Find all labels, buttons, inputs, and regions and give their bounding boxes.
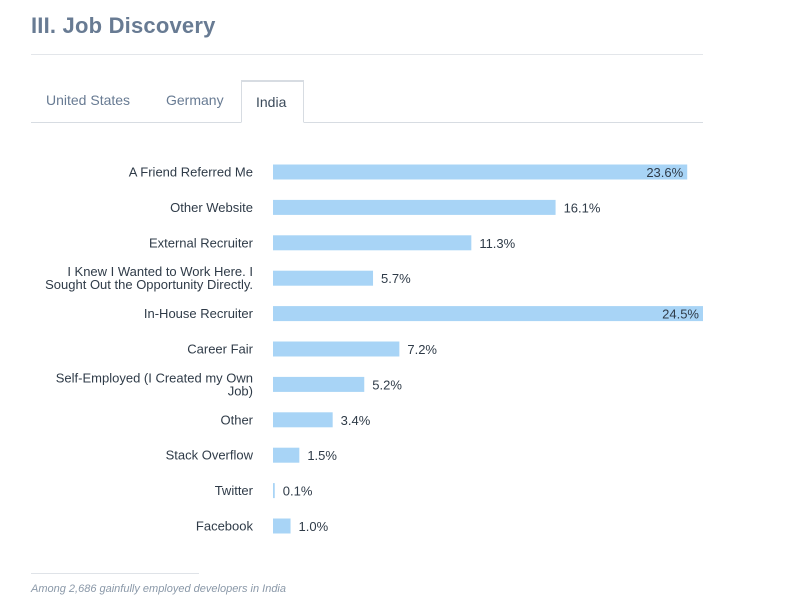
category-label-8: Stack Overflow — [166, 448, 254, 463]
tab-united-states[interactable]: United States — [46, 92, 131, 108]
value-label-1: 16.1% — [564, 200, 601, 215]
bar-1 — [273, 199, 556, 215]
value-label-4: 24.5% — [662, 307, 699, 322]
value-label-9: 0.1% — [283, 484, 313, 499]
bar-9 — [273, 483, 275, 499]
bar-3 — [273, 270, 374, 286]
bar-6 — [273, 376, 365, 392]
category-label-5: Career Fair — [187, 342, 253, 357]
country-tabs: United States Germany India — [31, 80, 703, 123]
bar-0 — [273, 164, 688, 180]
category-label-1: Other Website — [170, 200, 253, 215]
category-label-9: Twitter — [215, 483, 254, 498]
footnote: Among 2,686 gainfully employed developer… — [31, 583, 286, 595]
bar-5 — [273, 341, 400, 357]
value-label-10: 1.0% — [299, 519, 329, 534]
category-label-2: External Recruiter — [149, 235, 254, 250]
value-label-5: 7.2% — [407, 342, 437, 357]
category-label-0: A Friend Referred Me — [129, 165, 253, 180]
category-label-4: In-House Recruiter — [144, 306, 254, 321]
value-label-6: 5.2% — [372, 377, 402, 392]
value-label-8: 1.5% — [307, 448, 337, 463]
tab-germany[interactable]: Germany — [166, 92, 224, 108]
page-title: III. Job Discovery — [31, 13, 216, 38]
category-label-6: Self-Employed (I Created my Own Job) — [56, 370, 253, 398]
category-label-10: Facebook — [196, 519, 254, 534]
title-divider — [31, 54, 703, 55]
bar-10 — [273, 518, 291, 534]
bar-8 — [273, 447, 300, 463]
value-label-0: 23.6% — [646, 165, 683, 180]
bar-7 — [273, 412, 333, 428]
tab-india[interactable]: India — [241, 80, 304, 123]
value-label-3: 5.7% — [381, 271, 411, 286]
value-label-2: 11.3% — [479, 236, 515, 251]
category-label-3: I Knew I Wanted to Work Here. I Sought Ou… — [45, 264, 253, 292]
job-discovery-bar-chart: A Friend Referred Me 23.6% Other Website 16… — [45, 164, 703, 534]
bar-4 — [273, 306, 703, 322]
category-label-7: Other — [220, 412, 253, 427]
bar-2 — [273, 235, 472, 251]
footnote-divider — [31, 573, 199, 574]
value-label-7: 3.4% — [341, 413, 371, 428]
